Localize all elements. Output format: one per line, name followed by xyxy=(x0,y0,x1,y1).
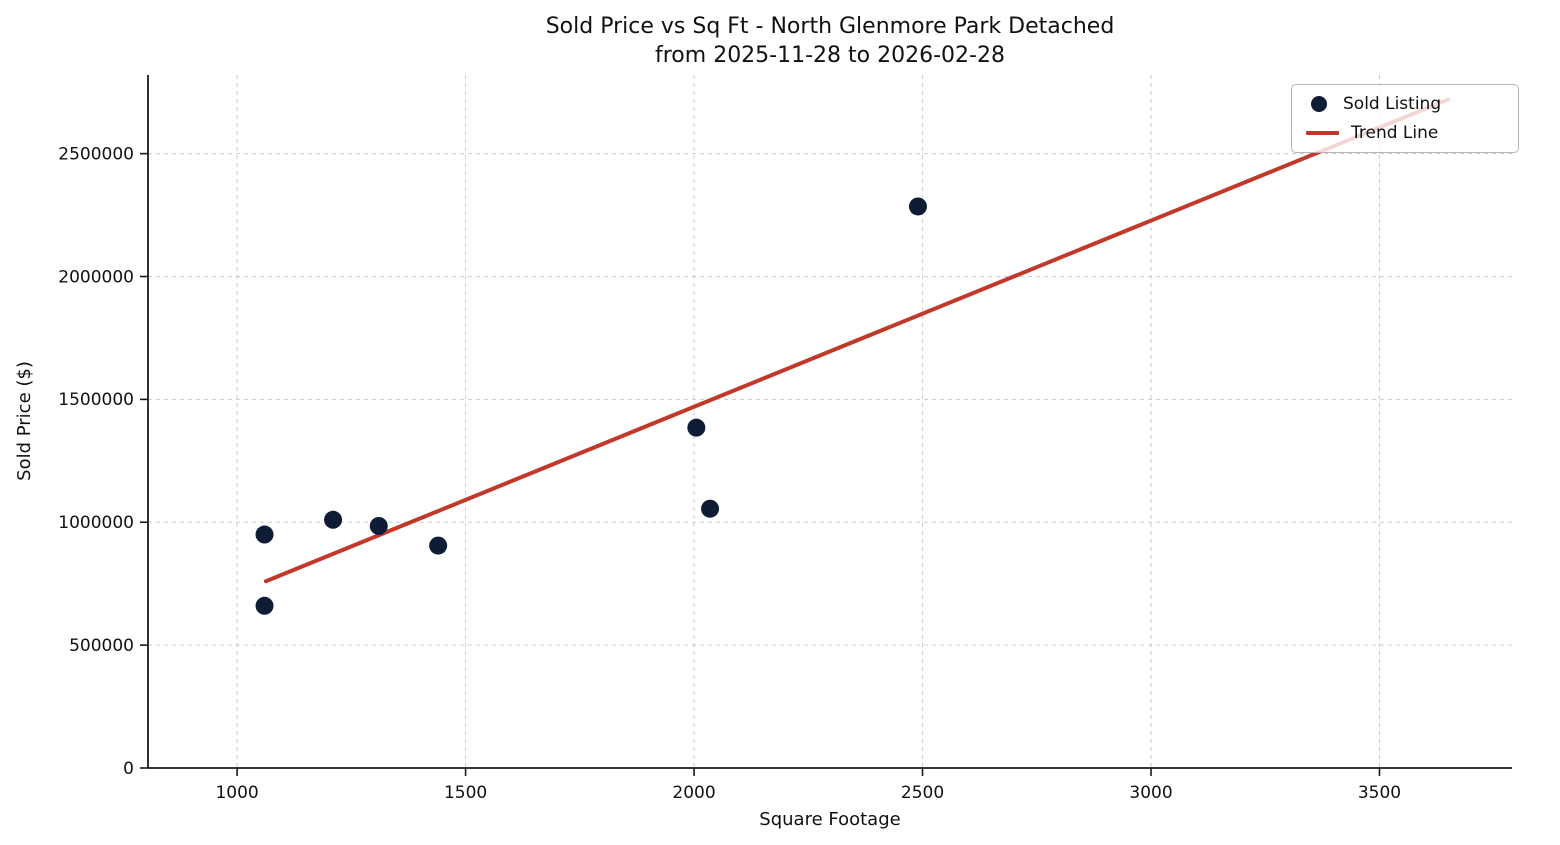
x-tick-label: 1000 xyxy=(215,783,258,803)
y-tick-label: 1000000 xyxy=(58,513,134,533)
legend-item: Trend Line xyxy=(1306,123,1504,143)
legend: Sold Listing Trend Line xyxy=(1291,84,1519,153)
y-axis-label: Sold Price ($) xyxy=(14,361,35,481)
data-point xyxy=(369,516,388,535)
data-point xyxy=(687,418,706,437)
data-series xyxy=(255,97,1451,615)
x-tick-label: 2000 xyxy=(672,783,715,803)
sold-listing-marker-icon xyxy=(1311,96,1327,112)
data-point xyxy=(701,499,720,518)
chart-subtitle: from 2025-11-28 to 2026-02-28 xyxy=(655,43,1005,68)
data-point xyxy=(908,197,927,216)
y-tick-label: 1500000 xyxy=(58,390,134,410)
y-tick-label: 2000000 xyxy=(58,267,134,287)
trend-line xyxy=(263,97,1451,584)
y-tick-label: 0 xyxy=(123,759,134,779)
trend-line-icon xyxy=(1306,131,1339,135)
x-axis-label: Square Footage xyxy=(759,809,900,830)
data-point xyxy=(429,536,448,555)
y-tick-label: 2500000 xyxy=(58,144,134,164)
x-tick-label: 2500 xyxy=(901,783,944,803)
x-tick-label: 3000 xyxy=(1129,783,1172,803)
x-tick-label: 1500 xyxy=(444,783,487,803)
data-point xyxy=(255,525,274,544)
legend-label: Trend Line xyxy=(1351,123,1439,143)
y-tick-label: 500000 xyxy=(69,636,134,656)
data-point xyxy=(324,510,343,529)
grid-lines xyxy=(148,75,1512,769)
legend-label: Sold Listing xyxy=(1343,94,1442,114)
data-point xyxy=(255,596,274,615)
legend-item: Sold Listing xyxy=(1306,94,1504,114)
chart-title: Sold Price vs Sq Ft - North Glenmore Par… xyxy=(546,14,1115,39)
x-tick-label: 3500 xyxy=(1358,783,1401,803)
axes: 1000 1500 2000 2500 3000 3500 0 500000 1000000 15… xyxy=(58,75,1512,803)
